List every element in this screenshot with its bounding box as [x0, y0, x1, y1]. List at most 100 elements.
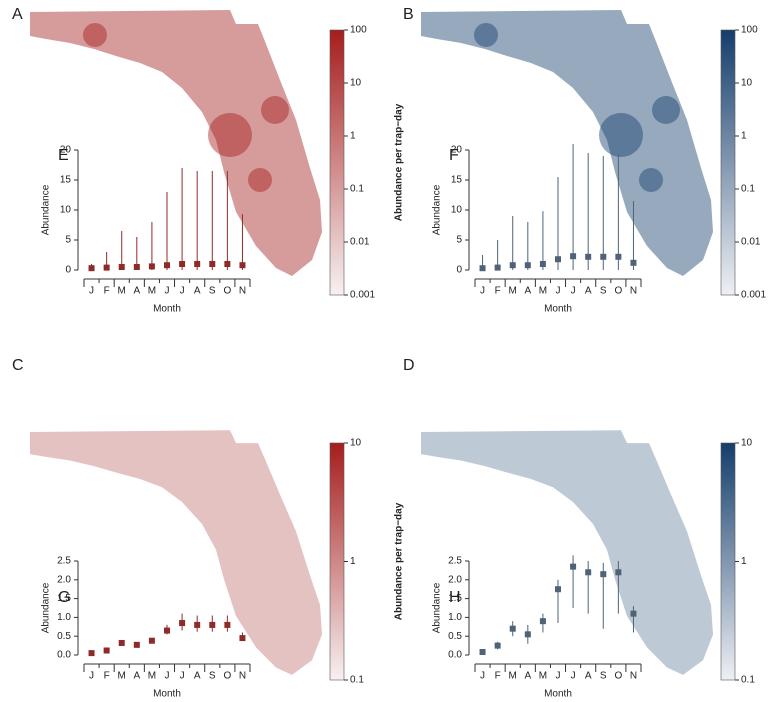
x-tick-label: J	[571, 286, 576, 297]
x-tick-label: F	[495, 286, 501, 297]
y-tick-label: 0	[65, 265, 71, 276]
point	[88, 265, 95, 272]
x-tick-label: N	[630, 286, 637, 297]
x-tick-label: S	[600, 671, 607, 682]
x-tick-label: M	[539, 286, 547, 297]
colorbar-tick-label: 0.01	[350, 237, 370, 248]
x-tick-label: N	[630, 671, 637, 682]
point	[585, 253, 592, 260]
y-tick-label: 1.5	[448, 593, 462, 604]
x-axis-label: Month	[544, 304, 572, 315]
x-tick-label: N	[239, 286, 246, 297]
colorbar-tick-label: 1	[741, 131, 747, 142]
x-tick-label: F	[495, 671, 501, 682]
point	[494, 642, 501, 649]
point	[103, 647, 110, 654]
inset-chart: H0.00.51.01.52.02.5J F M A M J J A S O NMonthAbund…	[432, 555, 642, 700]
panel-label: A	[12, 6, 23, 23]
point	[539, 261, 546, 267]
y-tick-label: 2.0	[448, 574, 462, 585]
point	[164, 262, 170, 269]
hotspot	[261, 96, 289, 124]
point	[118, 639, 125, 646]
x-tick-label: A	[524, 671, 531, 682]
colorbar-tick-label: 100	[741, 25, 758, 36]
point	[88, 650, 95, 657]
x-tick-label: A	[194, 671, 201, 682]
x-tick-label: F	[104, 671, 110, 682]
colorbar	[720, 442, 736, 681]
y-axis-label: Abundance	[432, 582, 443, 633]
y-tick-label: 20	[451, 145, 463, 156]
colorbar-tick-label: 0.1	[741, 184, 755, 195]
y-tick-label: 15	[451, 175, 463, 186]
florida-tint	[421, 10, 713, 276]
point	[209, 621, 216, 628]
florida-tint	[30, 430, 322, 675]
hotspot	[599, 113, 643, 157]
point	[585, 569, 592, 576]
y-tick-label: 0.0	[448, 650, 462, 661]
point	[148, 263, 155, 270]
x-axis-label: Month	[544, 689, 572, 700]
point	[509, 625, 516, 632]
point	[600, 571, 607, 578]
point	[630, 259, 637, 266]
point	[509, 262, 516, 269]
x-axis-label: Month	[153, 304, 181, 315]
x-tick-label: S	[209, 286, 216, 297]
x-tick-label: M	[118, 286, 126, 297]
inset-chart: G0.00.51.01.52.02.5J F M A M J J A S O NMonthAbund…	[41, 556, 251, 700]
x-tick-label: A	[585, 671, 592, 682]
y-tick-label: 0.5	[57, 631, 71, 642]
y-axis-label: Abundance	[432, 184, 443, 235]
point	[524, 262, 531, 269]
y-tick-label: 20	[60, 145, 72, 156]
y-tick-label: 2.5	[57, 556, 71, 567]
colorbar-tick-label: 1	[741, 556, 747, 567]
x-tick-label: O	[223, 286, 231, 297]
x-tick-label: M	[539, 671, 547, 682]
point	[600, 253, 607, 260]
point	[555, 256, 561, 263]
point	[570, 253, 577, 260]
point	[179, 261, 186, 267]
x-tick-label: A	[133, 671, 140, 682]
point	[224, 621, 231, 628]
colorbar-tick-label: 0.1	[350, 184, 364, 195]
point	[133, 641, 140, 648]
panel-label: B	[403, 6, 414, 23]
x-tick-label: J	[556, 671, 561, 682]
colorbar-tick-label: 1	[350, 556, 356, 567]
y-tick-label: 5	[65, 235, 71, 246]
point	[148, 637, 155, 644]
y-tick-label: 1.0	[57, 612, 71, 623]
x-tick-label: J	[180, 671, 185, 682]
florida-map	[421, 10, 713, 276]
colorbar-tick-label: 0.1	[741, 675, 755, 686]
point	[133, 264, 140, 270]
x-tick-label: N	[239, 671, 246, 682]
colorbar-tick-label: 10	[350, 438, 362, 449]
colorbar-tick-label: 0.01	[741, 237, 761, 248]
hotspot	[83, 23, 107, 47]
panel-label: G	[58, 589, 70, 606]
point	[164, 627, 170, 634]
point	[239, 635, 246, 642]
point	[479, 648, 486, 655]
colorbar	[329, 29, 345, 296]
point	[494, 264, 501, 271]
point	[118, 264, 125, 270]
point	[479, 265, 486, 272]
x-tick-label: J	[165, 286, 170, 297]
y-tick-label: 0.5	[448, 631, 462, 642]
point	[539, 618, 546, 625]
map-panel: C 0.1 1 10 Abundance per trap−day	[12, 357, 405, 685]
colorbar	[720, 29, 736, 296]
colorbar-label: Abundance per trap−day	[394, 103, 405, 221]
point	[615, 253, 622, 260]
florida-tint	[421, 430, 713, 675]
x-tick-label: O	[614, 286, 622, 297]
colorbar	[329, 442, 345, 681]
